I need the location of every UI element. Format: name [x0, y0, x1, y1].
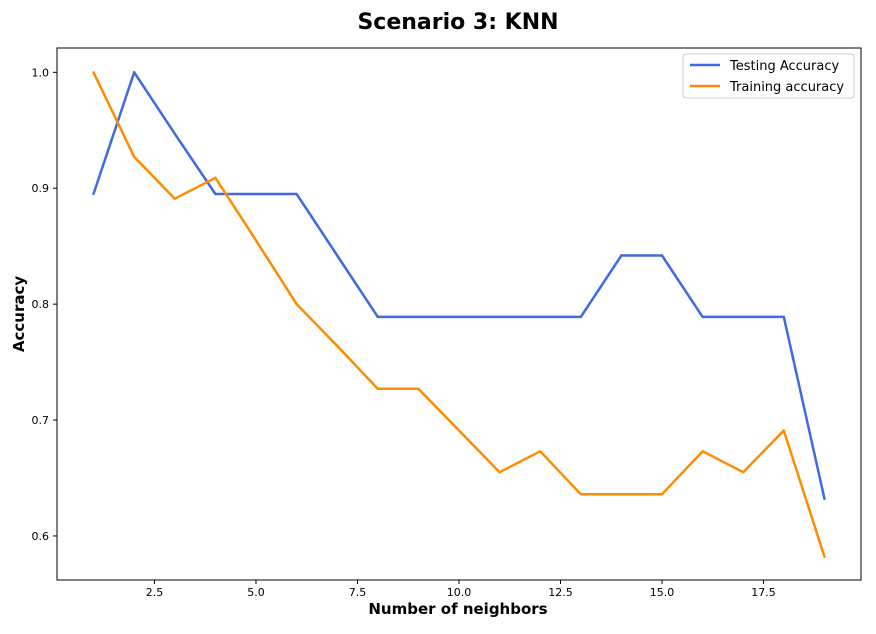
x-axis-ticks: 2.5 5.0 7.5 10.0 12.5 15.0 17.5 [146, 580, 776, 599]
legend: Testing Accuracy Training accuracy [682, 53, 855, 99]
x-tick-label: 7.5 [349, 586, 367, 599]
x-tick-label: 2.5 [146, 586, 164, 599]
data-point-testing-accuracy-5 [254, 192, 258, 196]
y-tick-label: 0.7 [32, 414, 50, 427]
legend-label-testing: Testing Accuracy [729, 59, 839, 74]
y-tick-label: 0.6 [32, 530, 50, 543]
data-point-training-accuracy-13 [579, 493, 582, 496]
x-tick-label: 15.0 [650, 586, 675, 599]
data-point-testing-accuracy-10 [457, 315, 461, 319]
data-point-training-accuracy-12 [539, 450, 542, 453]
data-point-testing-accuracy-4 [214, 192, 217, 196]
data-point-training-accuracy-6 [295, 302, 298, 306]
data-point-testing-accuracy-1 [92, 192, 95, 196]
x-tick-label: 17.5 [751, 586, 776, 599]
plot-area [56, 47, 862, 581]
data-point-training-accuracy-4 [214, 176, 217, 179]
x-tick-label: 10.0 [447, 586, 472, 599]
data-point-testing-accuracy-12 [539, 315, 542, 319]
data-point-testing-accuracy-17 [742, 315, 745, 319]
data-point-testing-accuracy-15 [660, 254, 664, 257]
data-point-testing-accuracy-6 [295, 192, 298, 196]
data-point-testing-accuracy-14 [620, 254, 623, 257]
data-point-testing-accuracy-2 [133, 71, 136, 74]
plot-frame [56, 47, 862, 581]
data-point-testing-accuracy-8 [376, 315, 379, 319]
data-point-training-accuracy-1 [92, 71, 95, 74]
data-point-training-accuracy-16 [701, 450, 704, 453]
series-lines [92, 71, 826, 558]
data-point-training-accuracy-8 [376, 387, 379, 390]
data-point-testing-accuracy-3 [173, 132, 176, 135]
data-point-testing-accuracy-18 [782, 315, 785, 319]
data-point-testing-accuracy-13 [579, 315, 582, 319]
data-point-testing-accuracy-19 [823, 497, 826, 501]
data-point-training-accuracy-10 [457, 429, 461, 432]
x-tick-label: 5.0 [247, 586, 265, 599]
data-point-testing-accuracy-16 [701, 315, 704, 319]
y-axis-ticks: 0.6 0.7 0.8 0.9 1.0 [32, 66, 57, 543]
data-point-testing-accuracy-11 [498, 315, 501, 319]
x-axis-label: Number of neighbors [368, 600, 547, 618]
data-point-testing-accuracy-7 [336, 254, 339, 257]
data-point-training-accuracy-5 [254, 239, 258, 242]
data-point-training-accuracy-19 [823, 555, 826, 558]
x-tick-label: 12.5 [548, 586, 573, 599]
y-tick-label: 1.0 [32, 66, 50, 79]
data-point-training-accuracy-17 [742, 471, 745, 474]
y-tick-label: 0.8 [32, 298, 50, 311]
y-axis-label: Accuracy [10, 276, 28, 352]
data-point-training-accuracy-9 [417, 387, 420, 390]
data-point-training-accuracy-2 [133, 155, 136, 159]
legend-label-training: Training accuracy [729, 80, 844, 95]
y-tick-label: 0.9 [32, 182, 50, 195]
data-point-training-accuracy-18 [782, 429, 785, 432]
data-point-training-accuracy-7 [336, 344, 339, 348]
data-point-training-accuracy-3 [173, 197, 176, 200]
legend-box [682, 53, 855, 99]
data-point-training-accuracy-15 [660, 493, 664, 496]
data-point-training-accuracy-14 [620, 493, 623, 496]
chart-title: Scenario 3: KNN [357, 10, 558, 35]
data-point-training-accuracy-11 [498, 471, 501, 474]
data-point-testing-accuracy-9 [417, 315, 420, 319]
